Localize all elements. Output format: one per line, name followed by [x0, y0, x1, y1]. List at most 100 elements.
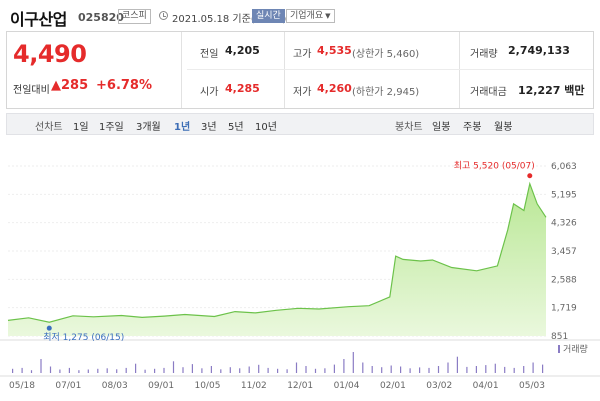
- volume-bar: [494, 363, 496, 373]
- volume-bar: [201, 368, 203, 373]
- prev-close-label: 전일: [200, 49, 219, 60]
- x-tick-label: 02/01: [380, 381, 406, 391]
- volume-bar: [68, 367, 70, 373]
- turnover-value: 12,227 백만: [518, 84, 585, 97]
- volume-bar: [21, 367, 23, 373]
- price-area: [8, 183, 546, 336]
- y-axis: 6,063 5,195 4,326 3,457 2,588 1,719 851: [551, 162, 577, 342]
- candle-daily[interactable]: 일봉: [432, 122, 451, 133]
- period-10y[interactable]: 10년: [255, 122, 277, 133]
- high-value: 4,535: [317, 44, 352, 57]
- volume-bar: [125, 367, 127, 373]
- clock-icon: [159, 11, 168, 20]
- volume-bar: [267, 367, 269, 373]
- volume-bar: [277, 368, 279, 373]
- x-tick-label: 08/03: [102, 381, 128, 391]
- period-1d[interactable]: 1일: [73, 122, 89, 133]
- volume-label: 거래량: [470, 49, 498, 60]
- candle-monthly[interactable]: 월봉: [494, 122, 513, 133]
- y-tick-label: 2,588: [551, 275, 577, 285]
- volume-bar: [456, 356, 458, 373]
- volume-bar: [333, 364, 335, 373]
- volume-bar: [428, 367, 430, 373]
- y-tick-label: 851: [551, 332, 568, 342]
- volume-bar: [78, 370, 80, 373]
- company-overview-dropdown[interactable]: 기업개요 ▼: [286, 9, 335, 23]
- change-percent: +6.78%: [96, 78, 152, 93]
- volume-bar: [532, 362, 534, 373]
- current-price: 4,490: [13, 40, 87, 68]
- low-value: 4,260: [317, 82, 352, 95]
- y-tick-label: 3,457: [551, 247, 577, 257]
- prev-close-value: 4,205: [225, 44, 260, 57]
- volume-bar: [220, 369, 222, 373]
- volume-bar: [419, 367, 421, 373]
- volume-bar: [523, 366, 525, 373]
- volume-bar: [229, 367, 231, 373]
- period-1w[interactable]: 1주일: [99, 122, 124, 133]
- x-tick-label: 09/01: [148, 381, 174, 391]
- volume-bar: [172, 361, 175, 373]
- volume-bar: [504, 366, 506, 373]
- volume-bar: [324, 368, 326, 373]
- low-label: 최저 1,275 (06/15): [43, 332, 124, 343]
- volume-bar: [106, 368, 108, 373]
- change-amount: ▲285: [51, 78, 89, 93]
- high-label: 최고 5,520 (05/07): [454, 161, 535, 172]
- volume-bar: [116, 369, 118, 373]
- x-tick-label: 05/03: [519, 381, 545, 391]
- volume-value: 2,749,133: [508, 44, 570, 57]
- y-tick-label: 5,195: [551, 190, 577, 200]
- chart-toolbar: 선차트 1일 1주일 3개월 1년 3년 5년 10년 봉차트 일봉 주봉 월봉: [6, 113, 594, 135]
- open-value: 4,285: [225, 82, 260, 95]
- y-tick-label: 6,063: [551, 162, 577, 172]
- x-tick-label: 07/01: [55, 381, 81, 391]
- volume-bar: [362, 362, 364, 373]
- realtime-button[interactable]: 실시간: [252, 9, 285, 23]
- divider: [284, 32, 285, 108]
- volume-bar: [286, 369, 288, 373]
- volume-bar: [135, 363, 137, 373]
- stock-code: 025820: [78, 11, 124, 24]
- divider: [181, 32, 182, 108]
- divider: [459, 32, 460, 108]
- period-3y[interactable]: 3년: [201, 122, 217, 133]
- market-badge: 코스피: [118, 9, 151, 24]
- lower-limit: (하한가 2,945): [352, 87, 420, 98]
- period-1y[interactable]: 1년: [174, 122, 191, 133]
- volume-bar: [314, 368, 317, 373]
- line-chart-label: 선차트: [35, 122, 63, 133]
- upper-limit: (상한가 5,460): [352, 49, 420, 60]
- x-tick-label: 03/02: [426, 381, 452, 391]
- volume-bar: [49, 366, 52, 373]
- volume-bar: [390, 365, 392, 373]
- volume-bar: [343, 359, 345, 373]
- volume-bar: [447, 362, 449, 373]
- volume-bar: [400, 366, 402, 373]
- candle-weekly[interactable]: 주봉: [463, 122, 482, 133]
- x-tick-label: 04/01: [473, 381, 499, 391]
- chart-annotations: 최고 5,520 (05/07) 최저 1,275 (06/15): [43, 161, 535, 343]
- volume-bar: [40, 359, 42, 373]
- volume-bar: [239, 368, 241, 373]
- x-axis: 05/18 07/01 08/03 09/01 10/05 11/02 12/01 01/04…: [9, 381, 545, 391]
- period-3m[interactable]: 3개월: [136, 122, 161, 133]
- x-tick-label: 12/01: [287, 381, 313, 391]
- volume-bar: [87, 369, 89, 373]
- price-line: [7, 181, 547, 323]
- basis-date: 2021.05.18 기준(장마감): [172, 14, 287, 25]
- x-tick-label: 11/02: [241, 381, 267, 391]
- y-tick-label: 1,719: [551, 304, 577, 314]
- volume-bar: [258, 364, 260, 373]
- volume-bar: [513, 367, 515, 373]
- volume-bar: [59, 369, 61, 373]
- open-label: 시가: [200, 87, 219, 98]
- volume-bar: [409, 368, 411, 373]
- period-5y[interactable]: 5년: [228, 122, 244, 133]
- low-marker: [46, 325, 52, 331]
- high-label: 고가: [293, 49, 312, 60]
- price-summary: 4,490 전일대비 ▲285 +6.78% 전일 4,205 고가 4,535…: [6, 31, 594, 109]
- x-tick-label: 10/05: [194, 381, 220, 391]
- volume-bar: [248, 366, 250, 373]
